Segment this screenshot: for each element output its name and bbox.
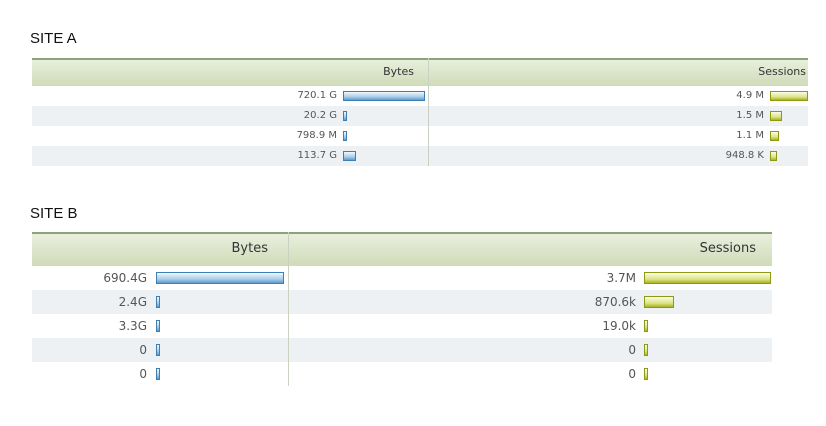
cell-value: 690.4G (103, 271, 147, 285)
cell-value: 798.9 M (296, 130, 337, 141)
site-title: SITE A (30, 30, 77, 47)
cell-value: 720.1 G (297, 90, 337, 101)
cell-value: 870.6k (594, 295, 636, 309)
cell-value: 113.7 G (297, 150, 337, 161)
sessions-bar (770, 151, 778, 161)
table-header (32, 58, 808, 86)
sessions-bar (644, 320, 648, 332)
bytes-bar (343, 151, 356, 161)
bytes-bar (156, 272, 284, 284)
sessions-bar (770, 131, 779, 141)
table-row (32, 362, 772, 386)
column-header: Bytes (383, 65, 414, 78)
sessions-bar (770, 111, 782, 121)
cell-value: 4.9 M (736, 90, 764, 101)
table-row (32, 106, 808, 126)
cell-value: 1.5 M (736, 110, 764, 121)
sessions-bar (644, 272, 771, 284)
cell-value: 0 (139, 343, 147, 357)
table-row (32, 126, 808, 146)
site-title: SITE B (30, 205, 78, 222)
cell-value: 20.2 G (303, 110, 337, 121)
cell-value: 1.1 M (736, 130, 764, 141)
bytes-bar (343, 111, 347, 121)
cell-value: 3.7M (606, 271, 636, 285)
bytes-bar (156, 320, 160, 332)
bytes-bar (343, 131, 347, 141)
column-header: Sessions (758, 65, 806, 78)
bytes-bar (343, 91, 425, 101)
cell-value: 2.4G (118, 295, 147, 309)
cell-value: 948.8 K (725, 150, 764, 161)
column-header: Sessions (699, 241, 756, 256)
sessions-bar (644, 368, 648, 380)
column-divider (428, 58, 429, 166)
table-row (32, 338, 772, 362)
column-divider (288, 232, 289, 386)
bytes-bar (156, 296, 160, 308)
column-header: Bytes (231, 241, 268, 256)
table-row (32, 146, 808, 166)
bytes-bar (156, 344, 160, 356)
cell-value: 0 (628, 367, 636, 381)
cell-value: 19.0k (602, 319, 636, 333)
cell-value: 0 (628, 343, 636, 357)
cell-value: 3.3G (118, 319, 147, 333)
sessions-bar (644, 344, 648, 356)
table-header (32, 232, 772, 266)
cell-value: 0 (139, 367, 147, 381)
sessions-bar (644, 296, 674, 308)
bytes-bar (156, 368, 160, 380)
table-row (32, 314, 772, 338)
sessions-bar (770, 91, 808, 101)
